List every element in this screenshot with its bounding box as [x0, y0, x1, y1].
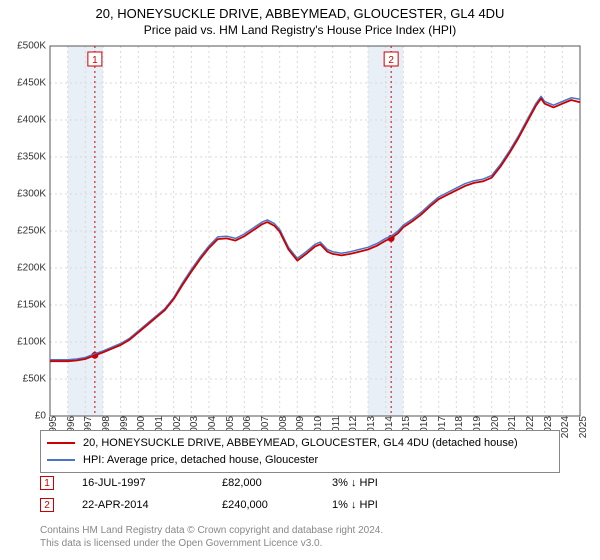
x-tick-label: 2025	[576, 416, 589, 438]
sale-marker-num: 2	[44, 500, 50, 511]
sales-row: 1 16-JUL-1997 £82,000 3% ↓ HPI	[40, 472, 560, 494]
legend-row: HPI: Average price, detached house, Glou…	[47, 452, 553, 469]
footer-line-1: Contains HM Land Registry data © Crown c…	[40, 524, 383, 537]
svg-text:2: 2	[388, 55, 394, 66]
chart-area: 12 £0£50K£100K£150K£200K£250K£300K£350K£…	[50, 46, 580, 416]
y-tick-label: £350K	[17, 152, 50, 163]
footer-line-2: This data is licensed under the Open Gov…	[40, 537, 383, 550]
legend-row: 20, HONEYSUCKLE DRIVE, ABBEYMEAD, GLOUCE…	[47, 435, 553, 452]
y-tick-label: £200K	[17, 263, 50, 274]
footer-attribution: Contains HM Land Registry data © Crown c…	[40, 524, 383, 550]
svg-text:1: 1	[92, 55, 98, 66]
sale-price: £240,000	[222, 499, 322, 511]
title-block: 20, HONEYSUCKLE DRIVE, ABBEYMEAD, GLOUCE…	[0, 0, 600, 38]
legend-label: 20, HONEYSUCKLE DRIVE, ABBEYMEAD, GLOUCE…	[83, 435, 518, 452]
y-tick-label: £400K	[17, 115, 50, 126]
sale-delta: 3% ↓ HPI	[332, 477, 452, 489]
title-line-2: Price paid vs. HM Land Registry's House …	[0, 23, 600, 39]
legend-label: HPI: Average price, detached house, Glou…	[83, 452, 318, 469]
y-tick-label: £150K	[17, 300, 50, 311]
figure-root: 20, HONEYSUCKLE DRIVE, ABBEYMEAD, GLOUCE…	[0, 0, 600, 560]
sale-marker-box: 1	[40, 476, 54, 490]
sale-date: 16-JUL-1997	[64, 477, 212, 489]
sales-table: 1 16-JUL-1997 £82,000 3% ↓ HPI 2 22-APR-…	[40, 472, 560, 516]
x-tick-label: 2024	[558, 416, 571, 438]
sale-date: 22-APR-2014	[64, 499, 212, 511]
sale-price: £82,000	[222, 477, 322, 489]
sale-delta: 1% ↓ HPI	[332, 499, 452, 511]
y-tick-label: £450K	[17, 78, 50, 89]
y-tick-label: £100K	[17, 337, 50, 348]
legend-swatch	[47, 442, 75, 444]
title-line-1: 20, HONEYSUCKLE DRIVE, ABBEYMEAD, GLOUCE…	[0, 6, 600, 23]
sales-row: 2 22-APR-2014 £240,000 1% ↓ HPI	[40, 494, 560, 516]
y-tick-label: £250K	[17, 226, 50, 237]
chart-svg: 12	[50, 46, 580, 416]
y-tick-label: £50K	[23, 374, 50, 385]
y-tick-label: £300K	[17, 189, 50, 200]
sale-marker-box: 2	[40, 498, 54, 512]
y-tick-label: £500K	[17, 41, 50, 52]
sale-marker-num: 1	[44, 478, 50, 489]
legend-box: 20, HONEYSUCKLE DRIVE, ABBEYMEAD, GLOUCE…	[40, 430, 560, 473]
legend-swatch	[47, 459, 75, 461]
